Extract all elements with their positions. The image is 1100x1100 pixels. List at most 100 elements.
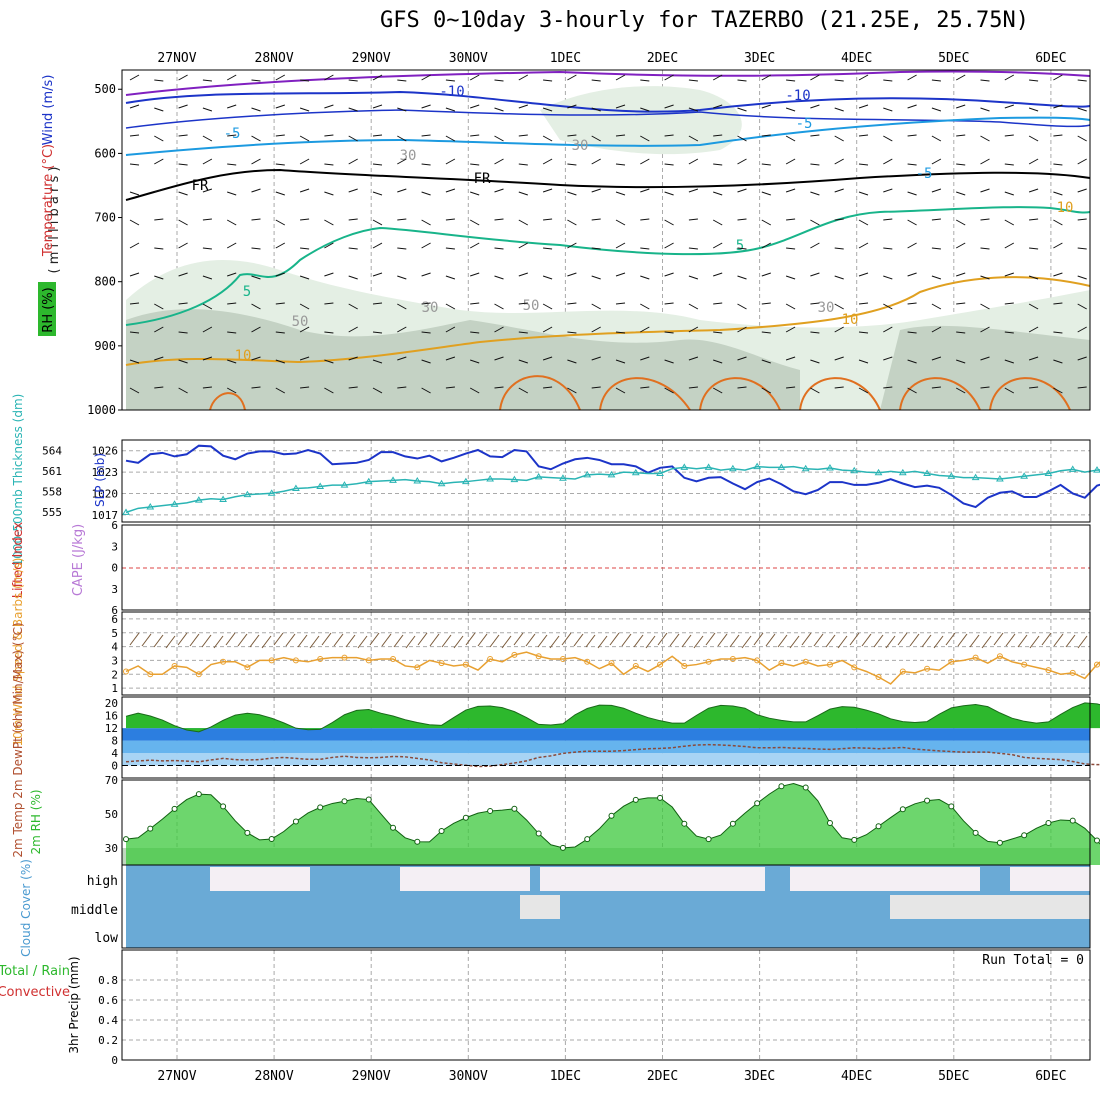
wind-barb [178,219,188,226]
wind-barb [591,386,601,389]
temp-band-0-4 [122,753,1090,766]
wind-speed-marker [681,662,688,669]
wind-speed-marker [802,658,809,665]
wind-barb [494,79,504,82]
wind-barb [640,326,650,333]
rh-marker [511,805,518,812]
rh-marker [705,836,712,843]
wind-barb [542,326,553,333]
wind-barb-10m [1065,634,1076,648]
wind-barb [445,275,456,280]
pressure-tick-label: 600 [94,146,116,160]
rh-marker [292,818,299,825]
wind-barb [299,275,310,280]
thickness-marker [267,489,276,496]
wind-barb [445,135,456,142]
wind-barb [299,135,310,142]
wind-speed-marker [438,660,445,667]
wind-barb [1028,275,1039,280]
wind-barb [785,135,796,142]
wind-barb [907,191,917,196]
thickness-marker [826,464,834,471]
wind-barb [907,272,917,277]
rh-marker [341,798,348,805]
wind-speed-marker [195,671,202,678]
rh-legend-box [38,282,56,336]
wind-barb [907,302,917,305]
wind-barb [1004,74,1015,81]
wind-barb [1053,219,1063,226]
wind-barb [1053,302,1063,305]
wind-barb [907,134,917,137]
thickness-tick-label: 561 [42,465,62,478]
wind-barb [834,356,844,361]
wind-barb [955,74,966,81]
wind-barb [834,158,844,165]
wind-barb [251,326,261,333]
precip-tick-label: 0.4 [98,1014,118,1027]
run-total-label: Run Total = 0 [982,953,1084,968]
wind-barb [980,356,990,361]
wind-barb [1004,163,1014,166]
wind-barb [324,191,334,196]
wind-barb [737,303,747,310]
wind-barb [324,242,334,249]
wind-barb-10m [789,635,800,649]
wind-barb [275,219,286,226]
wind-barb [445,218,455,221]
wind-barb-10m [921,634,932,648]
rh-marker [875,823,882,830]
wind-barb [664,302,674,305]
wind-barb [227,359,237,364]
wind-barb [664,163,674,166]
contour-minus-10 [125,90,1091,113]
wind-barb [883,275,893,280]
wind-barb [1053,191,1063,196]
wind-barb [518,242,529,249]
wind-barb [300,218,310,221]
contour-label: 5 [736,238,744,254]
wind-barb [202,158,213,165]
wind-barb [202,247,212,250]
wind-barb [810,242,820,249]
wind-barb [955,242,966,249]
wind-barb [1053,331,1063,334]
date-label-bottom: 27NOV [157,1069,196,1084]
wind-barb [712,74,723,81]
wind-barb-10m [585,634,596,648]
wind-barb [688,386,698,389]
contour-15-b [499,375,581,411]
rh-marker [1021,832,1028,839]
wind-barb-10m [861,633,872,647]
wind-barb [737,326,747,333]
wind-barb [834,188,844,193]
wind-barb [202,275,213,280]
wind-barb [834,326,844,333]
wind-barb [1028,158,1039,165]
wind-barb [494,158,504,165]
wind-barb [664,272,674,277]
wind-barb [154,386,164,389]
wind-barb [1028,107,1039,112]
contour-label: 30 [818,300,835,316]
wind-speed-marker [948,658,955,665]
wind-barb-10m [237,633,248,647]
wind-barb [591,135,601,142]
wind-barb [980,247,990,250]
wind-barb [980,135,990,142]
wind-barb [591,107,601,112]
wind-barb [1028,326,1039,333]
rh-marker [123,836,129,843]
wind-barb [129,387,140,394]
wind-barb [1077,79,1087,82]
wind-barb [372,104,383,109]
wind-barb-10m [1053,633,1064,647]
wind-barb [129,302,140,305]
wind-barb [980,158,990,165]
wind-speed-marker [535,653,542,660]
wind-barb [275,331,285,334]
thickness-marker [413,477,422,484]
rh-marker [754,800,761,807]
wind-barb [348,135,358,142]
